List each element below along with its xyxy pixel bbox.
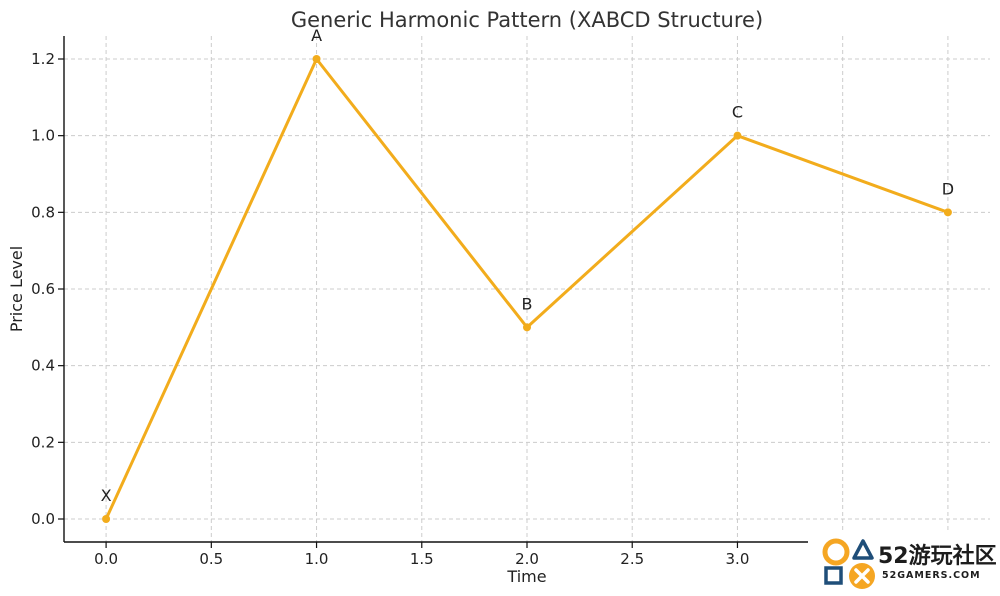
y-axis-title: Price Level bbox=[7, 246, 26, 332]
x-tick-label: 3.0 bbox=[726, 550, 750, 568]
y-tick-label: 0.8 bbox=[31, 203, 55, 221]
x-axis-title: Time bbox=[506, 567, 546, 586]
y-tick-label: 0.2 bbox=[31, 433, 55, 451]
data-point-b bbox=[523, 323, 531, 332]
y-tick-label: 0.0 bbox=[31, 510, 55, 528]
chart-title: Generic Harmonic Pattern (XABCD Structur… bbox=[291, 8, 763, 32]
x-tick-label: 2.5 bbox=[620, 550, 644, 568]
x-tick-label: 0.0 bbox=[94, 550, 118, 568]
watermark-text: 52游玩社区 bbox=[878, 544, 997, 569]
point-labels: X A B C D bbox=[101, 26, 954, 505]
point-label-a: A bbox=[311, 26, 322, 45]
y-tick-label: 1.2 bbox=[31, 50, 55, 68]
watermark-logo: 52游玩社区 52GAMERS.COM bbox=[808, 532, 1000, 596]
data-series bbox=[102, 55, 952, 523]
data-point-c bbox=[733, 131, 742, 140]
ticks: 0.00.51.01.52.02.53.03.54.00.00.20.40.60… bbox=[31, 50, 960, 568]
x-tick-label: 1.5 bbox=[410, 550, 434, 568]
data-point-d bbox=[943, 208, 952, 217]
point-label-c: C bbox=[732, 103, 743, 122]
square-symbol-icon bbox=[824, 566, 843, 585]
circle-symbol-icon bbox=[822, 538, 850, 566]
point-label-x: X bbox=[101, 486, 112, 505]
x-tick-label: 2.0 bbox=[515, 550, 539, 568]
cross-symbol-icon bbox=[854, 568, 870, 584]
y-tick-label: 0.6 bbox=[31, 280, 55, 298]
y-tick-label: 1.0 bbox=[31, 127, 55, 145]
point-label-d: D bbox=[942, 179, 954, 198]
y-tick-label: 0.4 bbox=[31, 357, 55, 375]
triangle-symbol-icon bbox=[852, 539, 874, 560]
point-label-b: B bbox=[522, 294, 533, 313]
watermark-subtext: 52GAMERS.COM bbox=[882, 570, 981, 581]
x-tick-label: 1.0 bbox=[305, 550, 329, 568]
grid-lines bbox=[64, 36, 990, 542]
data-point-a bbox=[312, 55, 321, 63]
data-point-x bbox=[102, 515, 111, 523]
x-tick-label: 0.5 bbox=[199, 550, 223, 568]
playstation-symbols-icon bbox=[822, 538, 875, 589]
